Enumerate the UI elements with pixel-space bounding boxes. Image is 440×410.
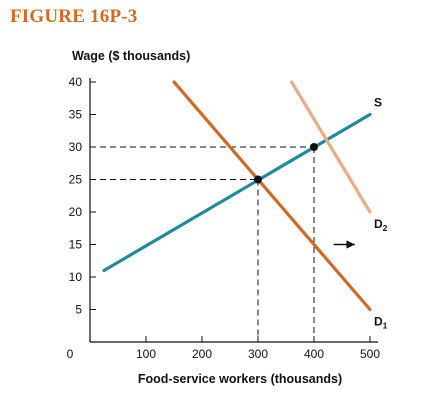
- y-tick-label: 40: [69, 75, 83, 89]
- y-tick-label: 20: [69, 205, 83, 219]
- y-tick-label: 5: [75, 303, 82, 317]
- x-tick-label: 300: [248, 347, 268, 361]
- curve-s: [102, 112, 372, 273]
- y-tick-label: 25: [69, 173, 83, 187]
- curve-label-d1: D1: [374, 315, 388, 331]
- equilibrium-point: [254, 175, 262, 184]
- y-axis-label: Wage ($ thousands): [72, 49, 190, 63]
- curve-d1: [172, 80, 372, 312]
- figure-title: FIGURE 16P-3: [10, 6, 138, 27]
- y-tick-label: 35: [69, 108, 83, 122]
- x-tick-label: 500: [360, 347, 380, 361]
- equilibrium-point: [310, 143, 318, 151]
- x-tick-label: 0: [67, 347, 74, 361]
- x-tick-label: 100: [136, 347, 156, 361]
- curve-d2: [290, 80, 372, 214]
- curve-label-s: S: [374, 96, 382, 110]
- curve-label-d2: D2: [374, 217, 388, 233]
- y-tick-label: 10: [69, 270, 83, 284]
- x-tick-label: 400: [304, 347, 324, 361]
- x-axis-label: Food-service workers (thousands): [138, 372, 342, 386]
- y-tick-label: 30: [69, 140, 83, 154]
- y-tick-label: 15: [69, 238, 83, 252]
- x-tick-label: 200: [192, 347, 212, 361]
